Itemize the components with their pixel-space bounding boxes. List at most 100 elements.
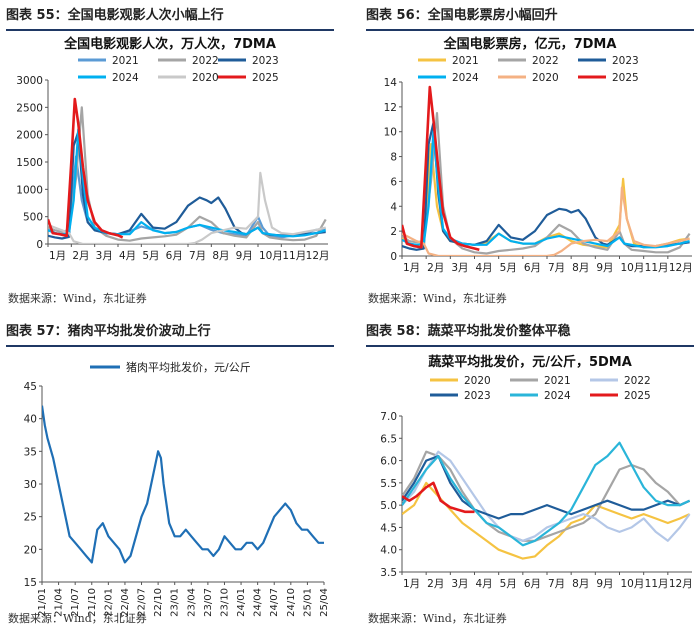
legend-label: 2023 bbox=[252, 55, 279, 67]
y-tick-label: 4.0 bbox=[380, 545, 397, 557]
y-tick-label: 30 bbox=[24, 479, 37, 491]
y-tick-label: 500 bbox=[23, 212, 43, 224]
y-tick-label: 3.5 bbox=[380, 567, 397, 579]
x-tick-label: 10月 bbox=[259, 250, 283, 262]
x-tick-label: 1月 bbox=[49, 250, 66, 262]
header-divider bbox=[6, 345, 334, 347]
y-tick-label: 12 bbox=[384, 102, 397, 114]
legend-label: 2022 bbox=[624, 375, 651, 387]
x-tick-label: 23/07 bbox=[203, 588, 214, 617]
legend-label: 2020 bbox=[192, 72, 219, 84]
legend-label: 2023 bbox=[464, 390, 491, 402]
y-tick-label: 2 bbox=[390, 226, 397, 238]
x-tick-label: 24/01 bbox=[236, 588, 247, 617]
x-tick-label: 2月 bbox=[427, 578, 444, 590]
y-tick-label: 2000 bbox=[16, 130, 43, 142]
legend-label: 2020 bbox=[532, 72, 559, 84]
x-tick-label: 3月 bbox=[451, 262, 468, 274]
legend-label: 2021 bbox=[452, 55, 479, 67]
y-tick-label: 3000 bbox=[16, 75, 43, 87]
legend-label: 2024 bbox=[112, 72, 139, 84]
x-tick-label: 12月 bbox=[306, 250, 330, 262]
y-tick-label: 6.0 bbox=[380, 456, 397, 468]
x-tick-label: 23/10 bbox=[219, 588, 230, 617]
panel-header: 图表 58：蔬菜平均批发价整体平稳 bbox=[366, 324, 571, 339]
x-tick-label: 21/07 bbox=[70, 588, 81, 617]
header-divider bbox=[366, 29, 694, 31]
chart-title: 蔬菜平均批发价，元/公斤，5DMA bbox=[428, 354, 632, 370]
legend-label: 2025 bbox=[252, 72, 279, 84]
x-tick-label: 8月 bbox=[572, 262, 589, 274]
x-tick-label: 4月 bbox=[476, 262, 493, 274]
chart-57: 猪肉平均批发价，元/公斤 15 20 25 30 35 40 45 21/01 21/04 21/0… bbox=[24, 360, 330, 617]
x-tick-label: 12月 bbox=[669, 578, 693, 590]
y-tick-label: 1000 bbox=[16, 184, 43, 196]
x-tick-label: 5月 bbox=[500, 262, 517, 274]
y-tick-label: 4.5 bbox=[380, 522, 397, 534]
header-divider bbox=[366, 345, 694, 347]
y-tick-label: 14 bbox=[384, 77, 398, 89]
source-note: 数据来源：Wind，东北证券 bbox=[368, 612, 507, 625]
source-note: 数据来源：Wind，东北证券 bbox=[8, 612, 147, 625]
y-tick-label: 8 bbox=[390, 152, 397, 164]
series-line-2024 bbox=[402, 441, 691, 547]
x-tick-label: 10月 bbox=[621, 262, 645, 274]
legend-label: 2024 bbox=[544, 390, 571, 402]
y-tick-label: 10 bbox=[384, 127, 397, 139]
y-tick-label: 0 bbox=[390, 251, 397, 263]
series-line-2020 bbox=[48, 171, 326, 244]
x-tick-label: 22/07 bbox=[137, 588, 148, 617]
chart-55: 全国电影观影人次，万人次，7DMA 2021 2022 2023 2024 2020 202… bbox=[16, 36, 330, 262]
x-tick-label: 11月 bbox=[645, 262, 669, 274]
legend-label: 2021 bbox=[112, 55, 139, 67]
source-note: 数据来源：Wind，东北证券 bbox=[368, 292, 507, 305]
x-tick-label: 7月 bbox=[548, 262, 565, 274]
x-tick-label: 22/04 bbox=[120, 588, 131, 617]
series-line-2020 bbox=[402, 481, 691, 560]
x-tick-label: 22/01 bbox=[103, 588, 114, 617]
y-tick-label: 35 bbox=[24, 446, 37, 458]
y-tick-label: 6.5 bbox=[380, 433, 397, 445]
legend-label: 2021 bbox=[544, 375, 571, 387]
source-note: 数据来源：Wind，东北证券 bbox=[8, 292, 147, 305]
chart-58: 蔬菜平均批发价，元/公斤，5DMA 2020 2021 2022 2023 2024 202… bbox=[380, 354, 693, 590]
x-tick-label: 7月 bbox=[189, 250, 206, 262]
chart-title: 全国电影观影人次，万人次，7DMA bbox=[63, 36, 276, 52]
x-tick-label: 8月 bbox=[572, 578, 589, 590]
x-tick-label: 12月 bbox=[669, 262, 693, 274]
y-tick-label: 0 bbox=[36, 239, 43, 251]
x-tick-label: 5月 bbox=[500, 578, 517, 590]
y-tick-label: 2500 bbox=[16, 102, 43, 114]
x-tick-label: 25/01 bbox=[302, 588, 313, 617]
panel-header: 图表 55：全国电影观影人次小幅上行 bbox=[6, 8, 224, 23]
y-tick-label: 5.0 bbox=[380, 500, 397, 512]
legend-label: 2022 bbox=[532, 55, 559, 67]
x-tick-label: 5月 bbox=[142, 250, 159, 262]
x-tick-label: 6月 bbox=[524, 578, 541, 590]
x-tick-label: 8月 bbox=[212, 250, 229, 262]
chart-56: 全国电影票房，亿元，7DMA 2021 2022 2023 2024 2020 2025 0 2… bbox=[384, 36, 693, 274]
x-tick-label: 1月 bbox=[403, 262, 420, 274]
x-tick-label: 23/01 bbox=[170, 588, 181, 617]
series-line-2024 bbox=[48, 128, 327, 238]
x-tick-label: 11月 bbox=[282, 250, 306, 262]
x-tick-label: 4月 bbox=[119, 250, 136, 262]
y-tick-label: 1500 bbox=[16, 157, 43, 169]
series-line-2025 bbox=[402, 481, 475, 514]
y-tick-label: 40 bbox=[24, 414, 37, 426]
y-tick-label: 45 bbox=[24, 381, 37, 393]
x-tick-label: 9月 bbox=[596, 262, 613, 274]
legend-label: 猪肉平均批发价，元/公斤 bbox=[126, 360, 251, 374]
series-line-2025 bbox=[402, 85, 480, 252]
series-line-2023 bbox=[402, 455, 691, 520]
panel-55: 图表 55：全国电影观影人次小幅上行 全国电影观影人次，万人次，7DMA 2021… bbox=[0, 0, 340, 310]
legend-label: 2025 bbox=[612, 72, 639, 84]
x-tick-label: 7月 bbox=[548, 578, 565, 590]
legend-label: 2020 bbox=[464, 375, 491, 387]
x-tick-label: 2月 bbox=[72, 250, 89, 262]
panel-58: 图表 58：蔬菜平均批发价整体平稳 蔬菜平均批发价，元/公斤，5DMA 2020 2… bbox=[360, 316, 700, 630]
series-line-2020 bbox=[402, 186, 690, 256]
y-tick-label: 15 bbox=[24, 577, 37, 589]
x-tick-label: 11月 bbox=[645, 578, 669, 590]
series-line-2023 bbox=[48, 130, 326, 240]
